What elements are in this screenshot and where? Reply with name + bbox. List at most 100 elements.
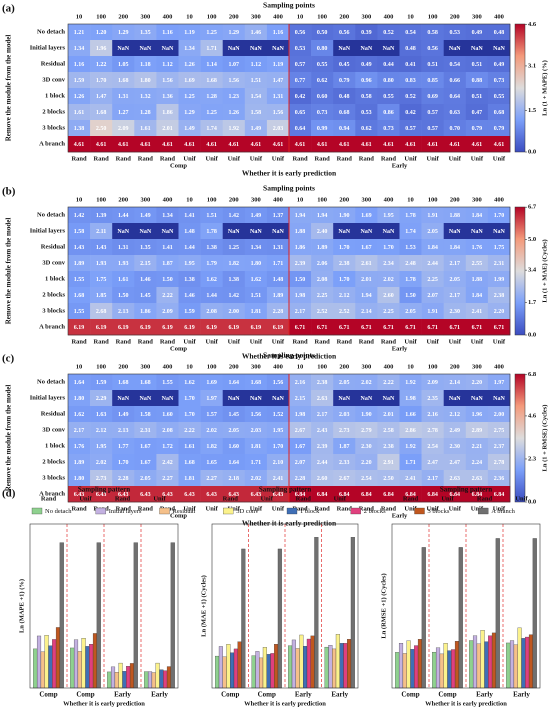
heat-cell: [377, 422, 400, 439]
heat-cell: [311, 319, 334, 336]
cell-label: 0.79: [339, 78, 350, 84]
heat-cell: [465, 271, 489, 288]
heat-cell: [90, 486, 113, 503]
heat-cell: [377, 470, 400, 487]
heat-cell: [266, 56, 290, 73]
cell-label: 0.53: [295, 46, 306, 52]
cell-label: 2.38: [317, 380, 328, 386]
heat-cell: [68, 470, 91, 487]
heat-cell: [487, 454, 511, 471]
heat-cell: [222, 88, 246, 105]
cell-label: 1.62: [184, 380, 195, 386]
heat-cell: [90, 207, 113, 224]
heat-cell: [399, 88, 422, 105]
cell-label: 1.63: [96, 412, 107, 418]
cell-label: 1.61: [74, 110, 85, 116]
cell-label: 0.52: [383, 30, 394, 36]
heat-cell: [377, 136, 400, 153]
cell-label: 2.15: [140, 261, 151, 267]
cell-label: 2.00: [494, 412, 505, 418]
cell-label: 0.69: [427, 94, 438, 100]
bar: [339, 643, 344, 689]
x-axis-title: Whether it is early prediction: [242, 519, 337, 528]
heat-cell: [311, 303, 334, 320]
heat-cell: [112, 255, 135, 272]
cell-label: 1.43: [96, 245, 107, 251]
bar: [410, 649, 415, 689]
x-tick-label: Rand: [138, 505, 154, 512]
nan-cell: [355, 390, 378, 407]
heat-cell: [311, 72, 334, 89]
heat-cell: [200, 120, 223, 137]
cell-label: 1.80: [140, 78, 151, 84]
cell-label: 6.71: [383, 325, 394, 331]
heat-cell: [90, 136, 113, 153]
heat-cell: [156, 406, 179, 423]
cell-label: 1.78: [405, 277, 416, 283]
legend-label: 1 block: [300, 508, 320, 515]
heat-cell: [266, 287, 290, 304]
cell-label: 1.56: [162, 78, 173, 84]
heat-cell: [355, 374, 378, 391]
cell-label: 2.49: [450, 428, 461, 434]
heat-cell: [421, 136, 444, 153]
cell-label: 1.96: [96, 46, 107, 52]
cell-label: 1.50: [295, 277, 306, 283]
legend-swatch: [159, 507, 170, 515]
cell-label: 0.60: [317, 94, 328, 100]
cell-label: 1.42: [229, 213, 240, 219]
colorbar-tick-label: 3.4: [528, 267, 537, 274]
cell-label: 0.86: [383, 110, 394, 116]
cell-label: 2.17: [295, 309, 306, 315]
heat-cell: [399, 255, 422, 272]
x-tick-label: Rand: [292, 338, 308, 345]
cell-label: 1.99: [494, 277, 505, 283]
heat-cell: [134, 406, 157, 423]
cell-label: 6.84: [339, 492, 350, 498]
x-tick-label: Unif: [228, 155, 241, 162]
heat-cell: [465, 438, 489, 455]
bar: [488, 635, 493, 689]
bar: [259, 657, 264, 689]
bar: [122, 671, 127, 689]
cell-label: NaN: [361, 46, 373, 52]
heat-cell: [134, 120, 157, 137]
cell-label: 2.25: [317, 293, 328, 299]
axis-title: Sampling points: [263, 1, 315, 10]
heat-cell: [178, 88, 201, 105]
heat-cell: [244, 486, 268, 503]
cell-label: 0.41: [405, 62, 416, 68]
cell-label: 0.55: [383, 94, 394, 100]
x-tick-label: Comp: [221, 691, 239, 699]
bar: [395, 652, 400, 689]
bar: [52, 639, 57, 689]
x-tick-label: Unif: [272, 505, 285, 512]
heat-cell: [222, 438, 246, 455]
heat-cell: [333, 406, 356, 423]
x-tick-label: Rand: [71, 155, 87, 162]
heat-cell: [112, 303, 135, 320]
cell-label: 1.77: [118, 444, 129, 450]
top-tick-label: 100: [317, 13, 327, 20]
heat-cell: [222, 374, 246, 391]
cell-label: 2.05: [339, 380, 350, 386]
bar: [40, 651, 45, 689]
cell-label: 1.42: [229, 293, 240, 299]
cell-label: 1.45: [229, 412, 240, 418]
bar: [36, 635, 42, 689]
cell-label: 1.67: [295, 444, 306, 450]
cell-label: 2.34: [383, 261, 394, 267]
cell-label: 1.70: [339, 245, 350, 251]
heat-cell: [487, 319, 511, 336]
top-tick-label: 200: [339, 13, 349, 20]
heat-cell: [311, 88, 334, 105]
cell-label: 1.31: [118, 94, 129, 100]
heat-cell: [487, 104, 511, 121]
cell-label: 2.38: [494, 293, 505, 299]
cell-label: 1.58: [140, 412, 151, 418]
top-label: Unif: [515, 495, 528, 502]
cell-label: 1.25: [229, 245, 240, 251]
cell-label: 2.05: [405, 309, 416, 315]
cell-label: 2.37: [494, 444, 505, 450]
cell-label: 6.43: [162, 492, 173, 498]
